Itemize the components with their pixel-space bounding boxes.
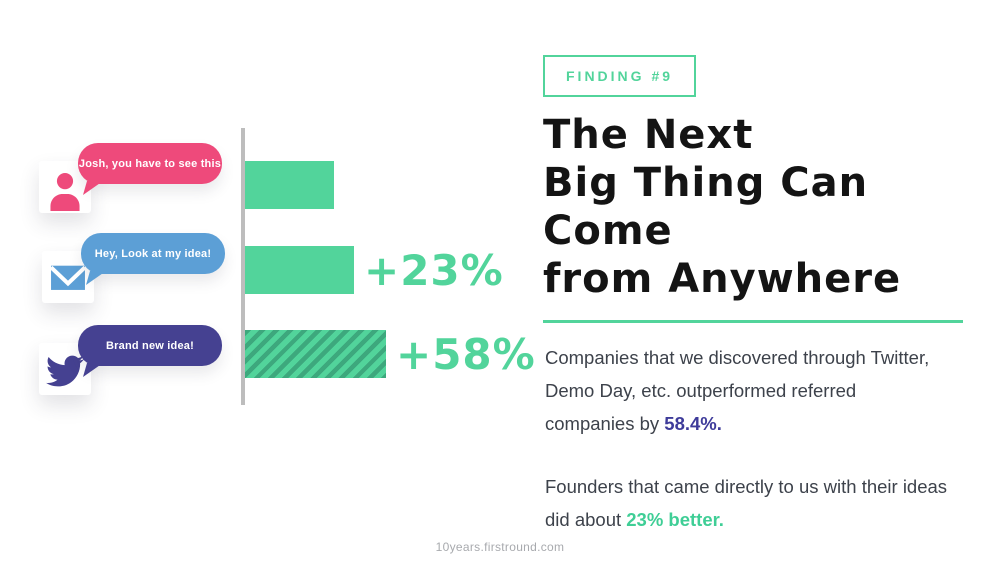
bar-direct-plus23 (245, 246, 354, 294)
chat-bubble-twitter: Brand new idea! (78, 325, 222, 377)
chart-axis-line (241, 128, 245, 405)
finding-panel: FINDING #9 The Next Big Thing Can Come f… (543, 55, 973, 536)
twitter-bird-icon (46, 355, 84, 387)
paragraph-line: Demo Day, etc. outperformed referred (545, 380, 857, 401)
footer-link[interactable]: 10years.firstround.com (435, 540, 565, 554)
divider (543, 320, 963, 323)
paragraph-text: did about (545, 509, 627, 530)
title-line: Big Thing Can Come (543, 160, 869, 254)
bar-value-label: +23% (364, 245, 504, 295)
chat-bubble-email: Hey, Look at my idea! (81, 233, 225, 285)
paragraph-line: Companies that we discovered through Twi… (545, 347, 930, 368)
bar-twitter-plus58 (245, 330, 386, 378)
bar-row-referred (245, 161, 344, 209)
page-title: The Next Big Thing Can Come from Anywher… (543, 111, 973, 303)
finding-paragraph-1: Companies that we discovered through Twi… (545, 341, 973, 440)
bar-value-label: +58% (396, 329, 536, 379)
envelope-icon (49, 265, 87, 290)
finding-badge-label: FINDING #9 (566, 68, 674, 84)
finding-badge: FINDING #9 (543, 55, 697, 97)
finding-paragraph-2: Founders that came directly to us with t… (545, 470, 973, 536)
title-line: The Next (543, 112, 754, 158)
chat-bubble-text: Brand new idea! (106, 339, 194, 352)
person-icon (50, 173, 80, 211)
bubble-tail-icon (83, 363, 103, 377)
bar-chart: +23% +58% (245, 128, 645, 418)
paragraph-line: companies by 58.4%. (545, 407, 973, 440)
chat-bubble-referred: Josh, you have to see this (78, 143, 222, 195)
bubble-tail-icon (83, 181, 103, 195)
bar-row-twitter: +58% (245, 329, 536, 379)
title-line: from Anywhere (543, 256, 902, 302)
chat-bubble-text: Josh, you have to see this (78, 157, 222, 170)
paragraph-line: did about 23% better. (545, 503, 973, 536)
paragraph-text: companies by (545, 413, 665, 434)
email-card (42, 251, 94, 303)
stat-23-highlight: 23% better. (626, 509, 724, 530)
bar-referred-baseline (245, 161, 334, 209)
chat-bubble-text: Hey, Look at my idea! (94, 247, 212, 260)
stat-584-highlight: 58.4%. (664, 413, 722, 434)
paragraph-line: Founders that came directly to us with t… (545, 476, 948, 497)
bubble-tail-icon (86, 271, 106, 285)
bar-row-direct: +23% (245, 245, 504, 295)
